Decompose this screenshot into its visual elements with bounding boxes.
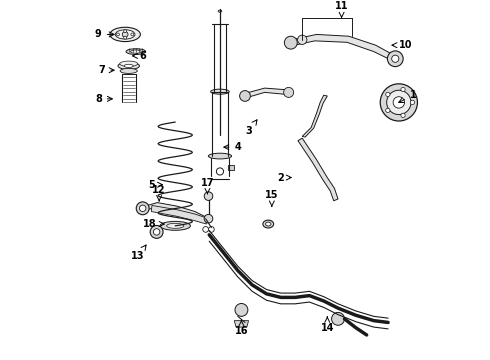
Text: 16: 16 [235, 321, 248, 336]
Polygon shape [302, 95, 327, 137]
Circle shape [393, 97, 405, 108]
Polygon shape [144, 203, 206, 221]
Ellipse shape [120, 68, 137, 73]
Circle shape [240, 91, 250, 101]
Text: 5: 5 [148, 180, 162, 190]
Circle shape [297, 35, 307, 44]
Ellipse shape [118, 62, 140, 69]
Circle shape [401, 87, 405, 92]
Circle shape [284, 87, 294, 98]
Circle shape [153, 229, 160, 235]
Polygon shape [151, 206, 206, 224]
Text: 10: 10 [392, 40, 413, 50]
Ellipse shape [110, 27, 140, 42]
Circle shape [387, 90, 411, 114]
Circle shape [380, 84, 417, 121]
Text: 12: 12 [152, 185, 166, 201]
Circle shape [140, 205, 146, 212]
Polygon shape [245, 88, 288, 98]
Text: 11: 11 [335, 1, 348, 17]
Ellipse shape [263, 220, 273, 228]
Ellipse shape [130, 50, 141, 53]
Circle shape [204, 192, 213, 201]
Ellipse shape [124, 64, 133, 68]
Polygon shape [234, 321, 248, 327]
Text: 1: 1 [399, 90, 416, 103]
Circle shape [117, 33, 120, 36]
Ellipse shape [208, 153, 232, 159]
Circle shape [388, 51, 403, 67]
Circle shape [123, 30, 126, 33]
Circle shape [217, 168, 223, 175]
Circle shape [203, 226, 209, 232]
Ellipse shape [211, 89, 229, 94]
Text: 13: 13 [131, 245, 146, 261]
Ellipse shape [126, 49, 146, 54]
Circle shape [122, 32, 128, 37]
Text: 18: 18 [144, 219, 164, 229]
Text: 6: 6 [133, 51, 147, 61]
Text: 2: 2 [277, 172, 291, 183]
Circle shape [235, 303, 248, 316]
Ellipse shape [120, 61, 138, 67]
Circle shape [332, 312, 344, 325]
Text: 4: 4 [224, 142, 241, 152]
Circle shape [410, 100, 415, 104]
Circle shape [209, 226, 214, 232]
Text: 15: 15 [265, 190, 279, 206]
Ellipse shape [160, 221, 191, 230]
Circle shape [386, 92, 390, 96]
Circle shape [204, 215, 213, 223]
Circle shape [401, 113, 405, 117]
Circle shape [136, 202, 149, 215]
Circle shape [284, 36, 297, 49]
Circle shape [123, 36, 126, 39]
Ellipse shape [218, 10, 222, 12]
Ellipse shape [167, 223, 184, 228]
Text: 17: 17 [201, 178, 214, 194]
Text: 8: 8 [95, 94, 112, 104]
Text: 3: 3 [245, 120, 257, 136]
Circle shape [386, 108, 390, 113]
Circle shape [150, 225, 163, 238]
Circle shape [131, 33, 134, 36]
Text: 9: 9 [95, 30, 114, 40]
Polygon shape [292, 35, 395, 61]
Polygon shape [228, 165, 234, 170]
Text: 14: 14 [320, 317, 334, 333]
Text: 7: 7 [98, 65, 114, 75]
Ellipse shape [266, 222, 271, 226]
Ellipse shape [115, 30, 135, 39]
Polygon shape [298, 138, 338, 201]
Circle shape [392, 55, 399, 62]
